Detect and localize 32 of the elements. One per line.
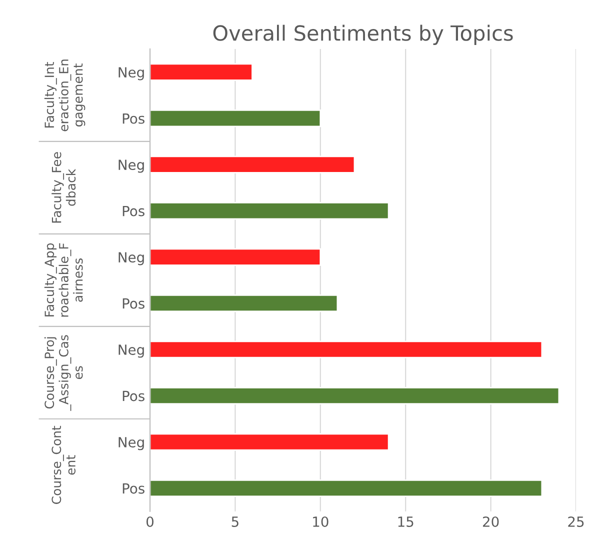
text: Course_Content	[52, 426, 76, 504]
y-tick-label: Pos	[122, 113, 144, 124]
bar	[150, 248, 322, 266]
bar	[150, 294, 338, 312]
y-tick-label: Neg	[118, 160, 144, 173]
y-tick-label: Neg	[118, 437, 144, 450]
bar	[150, 156, 356, 174]
bar	[150, 479, 543, 498]
y-tick-label: Pos	[122, 390, 144, 402]
y-tick-label: Pos	[122, 298, 144, 309]
x-tick-label: 10	[313, 516, 328, 527]
bar	[150, 202, 390, 220]
bar	[150, 340, 543, 358]
bar	[150, 433, 390, 451]
y-tick-label: Neg	[118, 67, 144, 80]
text: Faculty_Approachable_Fairness	[44, 243, 83, 317]
text: Faculty_Feedback	[52, 152, 76, 223]
x-tick-label: 0	[146, 516, 154, 527]
text: Course_Proj_Assign_Cases	[44, 335, 83, 411]
bar	[150, 63, 253, 81]
chart-title: Overall Sentiments by Topics	[213, 24, 513, 45]
x-tick-label: 15	[398, 516, 414, 527]
bar	[150, 386, 560, 405]
text: Faculty_Interaction_Engagement	[44, 60, 86, 132]
x-tick-label: 25	[568, 516, 584, 527]
bar	[150, 110, 322, 128]
y-tick-label: Pos	[122, 206, 144, 216]
x-tick-label: 5	[232, 516, 238, 527]
y-tick-label: Pos	[122, 483, 144, 494]
y-tick-label: Neg	[118, 344, 144, 358]
x-tick-label: 20	[482, 516, 499, 527]
y-tick-label: Neg	[118, 252, 144, 266]
